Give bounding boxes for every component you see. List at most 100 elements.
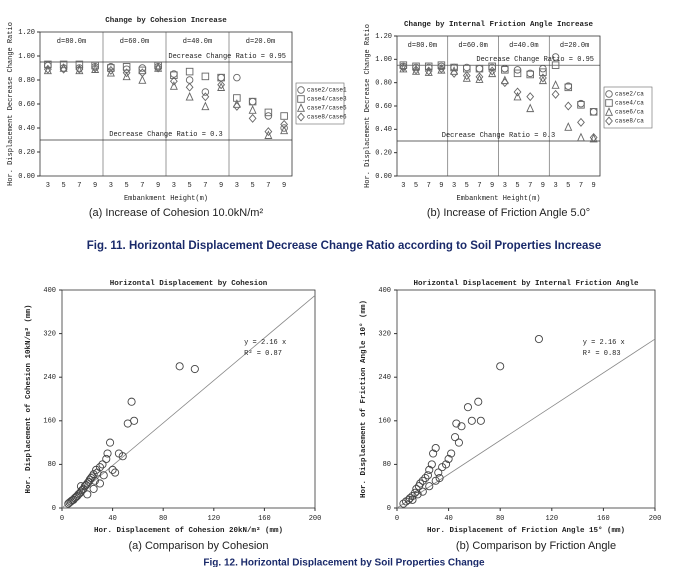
x-tick-label: 7 [266,182,270,190]
x-axis-label: Hor. Displacement of Cohesion 20kN/m² (m… [94,526,283,535]
y-tick-label: 1.20 [375,33,392,41]
legend-label: case2/ca [615,91,644,98]
marker [264,127,273,137]
x-tick-label: 3 [46,182,50,190]
marker [201,88,210,96]
y-tick-label: 1.00 [375,56,392,64]
marker [513,69,522,78]
reference-label: Decrease Change Ratio = 0.95 [168,53,286,61]
legend-label: case7/case5 [307,105,347,112]
x-tick-label: 5 [566,182,570,190]
marker [169,76,178,86]
marker [75,60,84,69]
chart-title: Horizontal Displacement by Cohesion [110,280,268,288]
y-tick-label: 400 [378,287,391,295]
y-tick-label: 160 [378,418,391,426]
x-tick-label: 5 [515,182,519,190]
x-tick-label: 9 [219,182,223,190]
reference-label: Decrease Change Ratio = 0.3 [109,131,222,139]
chart-caption: (a) Comparison by Cohesion [128,540,268,552]
x-tick-label: 40 [108,515,116,523]
marker [513,91,522,101]
y-tick-label: 1.00 [18,53,35,61]
x-tick-label: 7 [579,182,583,190]
legend-marker [296,103,306,112]
marker [217,73,225,82]
data-point [474,397,483,406]
marker [233,73,241,82]
marker [280,112,288,120]
x-tick-label: 5 [188,182,192,190]
data-point [425,465,434,474]
marker [106,67,115,77]
data-point [418,476,427,485]
data-point [418,487,427,496]
data-point [454,438,463,447]
y-axis-label: Hor. Displacement Decrease Change Ratio [7,22,15,186]
x-tick-label: 200 [309,515,322,523]
y-tick-label: 0.80 [375,80,392,88]
data-point [130,416,139,425]
annotation: y = 2.16 x [244,339,286,347]
y-tick-label: 0.20 [375,150,392,158]
marker [280,119,289,129]
legend-marker [605,116,613,126]
marker [185,67,194,76]
data-point [95,479,104,488]
marker [424,62,433,71]
marker [154,63,163,73]
x-tick-label: 9 [156,182,160,190]
marker [589,108,598,116]
marker [201,101,210,111]
marker [217,80,226,90]
y-tick-label: 320 [378,330,391,338]
marker [475,64,484,73]
data-point [405,494,414,503]
y-axis-label: Hor. Displacement of Friction Angle 10° … [359,300,368,498]
legend-marker [605,90,613,98]
data-point [463,403,473,412]
x-tick-label: 160 [597,515,610,523]
marker [526,103,535,113]
data-point [108,465,117,474]
marker [106,65,115,75]
x-tick-label: 80 [496,515,504,523]
x-tick-label: 200 [649,515,662,523]
marker [538,75,547,85]
legend-label: case8/ca [615,118,644,125]
trend-line [61,295,316,509]
group-label: d=20.0m [560,42,589,50]
x-axis-label: Embankment Height(m) [124,195,208,203]
x-tick-label: 7 [477,182,481,190]
marker [248,97,257,106]
data-point [190,364,199,374]
x-tick-label: 5 [465,182,469,190]
marker [589,108,598,116]
legend-marker [297,86,305,94]
x-tick-label: 7 [77,182,81,190]
marker [462,71,471,81]
data-point [90,476,99,485]
legend-marker [297,112,305,122]
figure-caption: Fig. 11. Horizontal Displacement Decreas… [87,240,601,252]
marker [138,66,147,75]
chart-caption: (b) Increase of Friction Angle 5.0° [427,207,590,219]
y-tick-label: 0.00 [375,173,392,181]
group-label: d=40.0m [509,42,538,50]
marker [551,61,560,69]
marker [513,87,522,97]
x-tick-label: 3 [172,182,176,190]
marker [43,64,52,74]
data-point [452,419,461,428]
x-axis-label: Hor. Displacement of Friction Angle 15° … [427,526,625,535]
data-point [99,471,108,480]
chart-title: Horizontal Displacement by Internal Fric… [413,280,639,288]
data-point [429,449,438,458]
x-tick-label: 9 [282,182,286,190]
marker [91,61,99,70]
data-point [467,416,476,425]
data-point [450,433,460,442]
marker [412,65,420,75]
legend-label: case4/case3 [307,96,347,103]
x-tick-label: 5 [251,182,255,190]
